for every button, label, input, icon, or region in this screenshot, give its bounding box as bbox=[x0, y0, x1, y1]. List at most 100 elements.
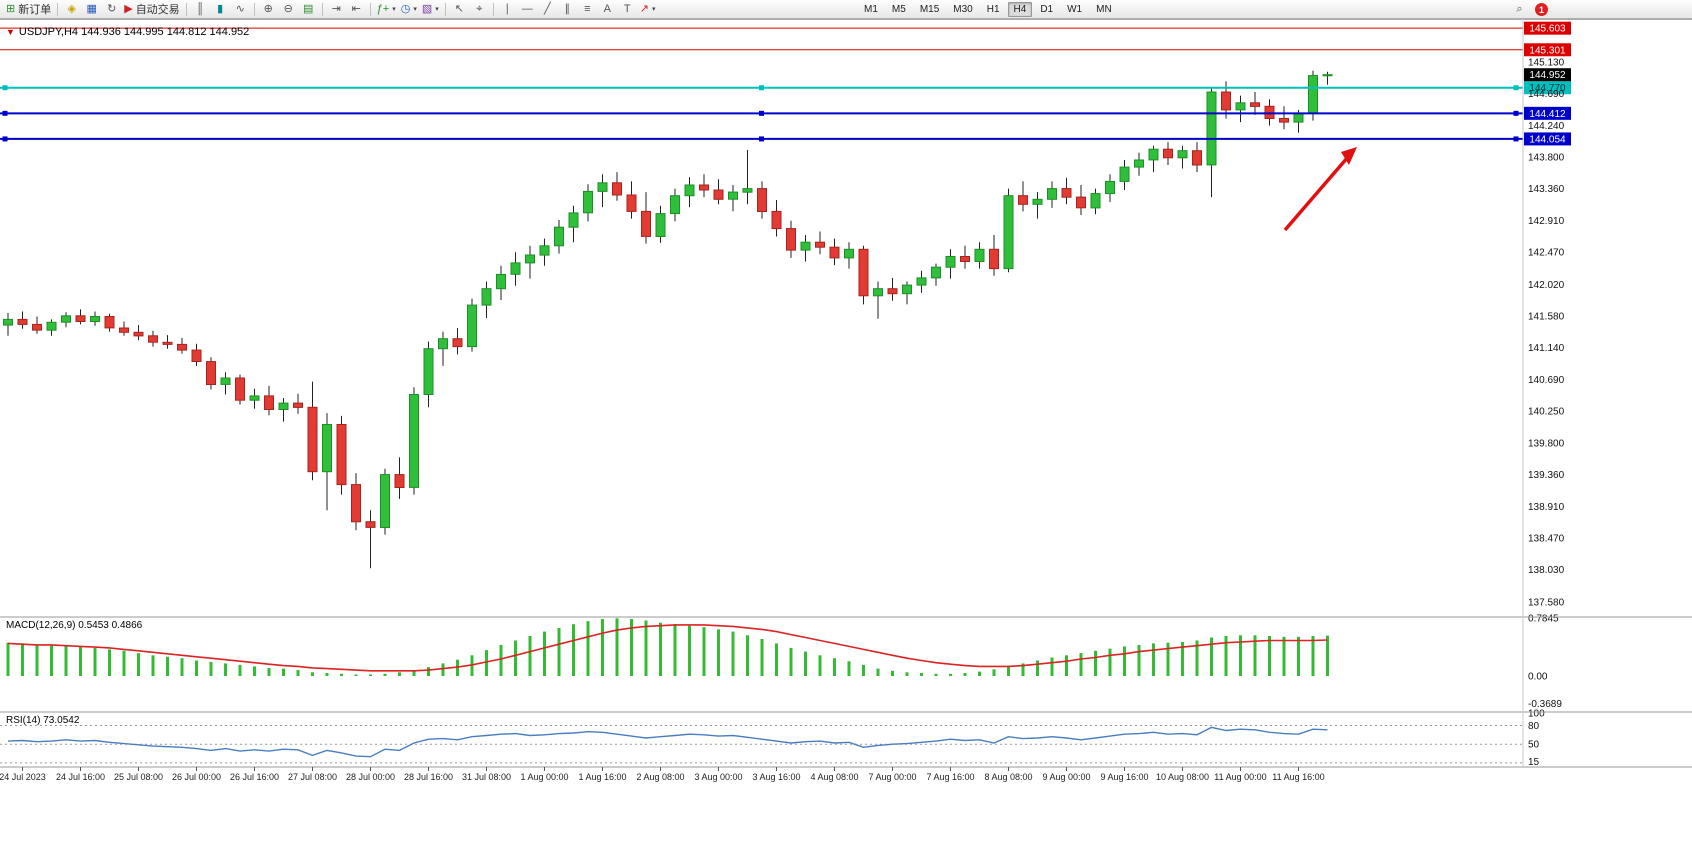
timeframe-m15-button[interactable]: M15 bbox=[919, 4, 940, 15]
candle-body bbox=[800, 241, 811, 251]
current-price-box bbox=[1524, 68, 1571, 82]
time-axis-label: 24 Jul 16:00 bbox=[56, 772, 105, 782]
hline-handle[interactable] bbox=[2, 85, 8, 91]
new-order-button[interactable]: ⊞ 新订单 bbox=[4, 1, 53, 18]
templates-button[interactable]: ▧ ▾ bbox=[420, 1, 441, 18]
trend-arrow-line[interactable] bbox=[1283, 155, 1350, 232]
candle-body bbox=[90, 316, 100, 322]
candle-body bbox=[670, 195, 680, 215]
line-chart-style-button[interactable]: ∿ bbox=[231, 1, 250, 18]
price-axis-label: 140.690 bbox=[1528, 375, 1565, 386]
candle-body bbox=[133, 331, 144, 337]
chart-shift-button[interactable]: ⇤ bbox=[347, 1, 366, 18]
price-axis-label: 138.910 bbox=[1528, 502, 1565, 513]
time-axis[interactable] bbox=[0, 767, 1692, 787]
candle-body bbox=[1293, 113, 1304, 123]
time-axis-label: 7 Aug 16:00 bbox=[926, 772, 974, 782]
toolbar-separator bbox=[492, 2, 494, 16]
auto-scroll-button[interactable]: ⇥ bbox=[327, 1, 346, 18]
timeframe-toolbar: M1 M5 M15 M30 H1 H4 D1 W1 MN bbox=[858, 1, 1118, 18]
notification-badge[interactable]: 1 bbox=[1535, 3, 1548, 16]
timeframe-d1-button[interactable]: D1 bbox=[1040, 4, 1054, 15]
time-axis-label: 26 Jul 16:00 bbox=[230, 772, 279, 782]
metaeditor-button[interactable]: ◈ bbox=[62, 1, 81, 18]
main-chart-panel[interactable] bbox=[0, 19, 1523, 617]
vertical-line-button[interactable]: ∣ bbox=[498, 1, 517, 18]
timeframe-m1-button[interactable]: M1 bbox=[864, 4, 878, 15]
zoom-out-button[interactable]: ⊖ bbox=[279, 1, 298, 18]
new-order-label: 新订单 bbox=[18, 4, 52, 16]
toolbar-separator bbox=[253, 2, 255, 16]
profiles-icon: ↻ bbox=[107, 2, 117, 15]
candle-body bbox=[1134, 159, 1144, 168]
hline-handle[interactable] bbox=[1513, 136, 1519, 142]
timeframe-w1-button[interactable]: W1 bbox=[1067, 4, 1083, 15]
trend-arrow-head[interactable] bbox=[1341, 147, 1357, 165]
crosshair-button[interactable]: ⌖ bbox=[470, 1, 489, 18]
zoom-in-button[interactable]: ⊕ bbox=[259, 1, 278, 18]
new-order-icon: ⊞ bbox=[6, 2, 16, 15]
periods-button[interactable]: ◷ ▾ bbox=[399, 1, 419, 18]
candle-body bbox=[568, 212, 579, 228]
search-button[interactable]: ⌕ bbox=[1510, 1, 1529, 18]
candle-body bbox=[1206, 91, 1217, 166]
time-axis-label: 1 Aug 00:00 bbox=[520, 772, 568, 782]
text-tool-icon: A bbox=[603, 2, 611, 15]
candle-body bbox=[742, 188, 753, 193]
new-chart-button[interactable]: ▦ bbox=[82, 1, 101, 18]
candlestick-style-button[interactable]: ▮ bbox=[211, 1, 230, 18]
candle-body bbox=[829, 246, 840, 259]
hline-handle[interactable] bbox=[1513, 85, 1519, 91]
chart-canvas[interactable]: 145.603 145.301 144.770 144.412 144.054 144.9… bbox=[0, 19, 1692, 849]
time-axis-label: 25 Jul 08:00 bbox=[114, 772, 163, 782]
time-axis-label: 31 Jul 08:00 bbox=[462, 772, 511, 782]
candle-body bbox=[46, 321, 57, 331]
bar-chart-style-button[interactable]: ║ bbox=[191, 1, 210, 18]
chart-title-box: ▼ USDJPY,H4 144.936 144.995 144.812 144.… bbox=[6, 26, 249, 38]
candle-body bbox=[293, 402, 303, 408]
candle-body bbox=[1279, 118, 1289, 123]
hline-handle[interactable] bbox=[759, 85, 764, 91]
candle-body bbox=[496, 273, 506, 290]
candle-body bbox=[597, 182, 608, 192]
timeframe-m30-button[interactable]: M30 bbox=[953, 4, 973, 15]
horizontal-line-button[interactable]: ― bbox=[518, 1, 537, 18]
profiles-button[interactable]: ↻ bbox=[102, 1, 121, 18]
crosshair-icon: ⌖ bbox=[476, 2, 483, 15]
candle-body bbox=[1163, 148, 1173, 159]
hline-handle[interactable] bbox=[1513, 110, 1519, 116]
timeframe-h1-button[interactable]: H1 bbox=[986, 4, 1000, 15]
timeframe-mn-button[interactable]: MN bbox=[1096, 4, 1112, 15]
price-axis-label: 145.130 bbox=[1528, 58, 1565, 69]
rsi-axis-label: 80 bbox=[1528, 721, 1540, 732]
hline-handle[interactable] bbox=[2, 110, 8, 116]
time-axis-label: 3 Aug 16:00 bbox=[752, 772, 800, 782]
fibonacci-button[interactable]: ≡ bbox=[578, 1, 597, 18]
candle-body bbox=[1090, 193, 1101, 209]
candle-body bbox=[17, 318, 28, 325]
candle-body bbox=[278, 402, 289, 411]
price-axis-label: 142.020 bbox=[1528, 280, 1565, 291]
cursor-button[interactable]: ↖ bbox=[450, 1, 469, 18]
indicators-button[interactable]: ƒ+ ▾ bbox=[375, 1, 398, 18]
candle-body bbox=[307, 406, 318, 473]
periods-clock-icon: ◷ bbox=[400, 2, 411, 15]
tile-windows-button[interactable]: ▤ bbox=[299, 1, 318, 18]
arrows-tool-icon: ↗ bbox=[639, 2, 650, 15]
time-axis-label: 8 Aug 08:00 bbox=[984, 772, 1032, 782]
hline-handle[interactable] bbox=[2, 136, 8, 142]
channel-button[interactable]: ∥ bbox=[558, 1, 577, 18]
candle-body bbox=[786, 228, 796, 251]
text-tool-button[interactable]: A bbox=[598, 1, 617, 18]
text-label-button[interactable]: T bbox=[618, 1, 637, 18]
templates-icon: ▧ bbox=[421, 2, 433, 15]
timeframe-m5-button[interactable]: M5 bbox=[891, 4, 906, 15]
trendline-button[interactable]: ╱ bbox=[538, 1, 557, 18]
hline-handle[interactable] bbox=[759, 136, 764, 142]
search-icon: ⌕ bbox=[1516, 3, 1523, 15]
timeframe-h4-button[interactable]: H4 bbox=[1007, 2, 1033, 17]
time-axis-label: 24 Jul 2023 bbox=[0, 772, 46, 782]
autotrading-button[interactable]: ▶ 自动交易 bbox=[122, 1, 181, 18]
hline-handle[interactable] bbox=[759, 110, 764, 116]
arrows-tool-button[interactable]: ↗ ▾ bbox=[638, 1, 658, 18]
